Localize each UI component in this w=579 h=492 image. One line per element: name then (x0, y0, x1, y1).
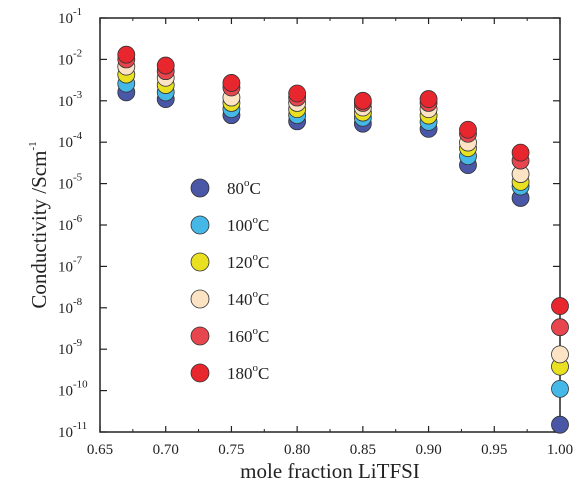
legend-unit: C (258, 253, 269, 272)
legend-value: 180 (227, 364, 253, 383)
legend-label-100: 100oC (227, 214, 269, 235)
degree-symbol: o (253, 251, 259, 263)
y-tick-label: 10-1 (58, 6, 82, 27)
y-tick-base: 10 (58, 52, 73, 68)
data-point-180 (459, 120, 477, 139)
y-tick-exponent: -5 (73, 172, 83, 184)
y-tick-label: 10-9 (58, 337, 83, 358)
y-tick-label: 10-7 (58, 254, 83, 275)
x-tick-label: 1.00 (547, 442, 573, 458)
data-point-180 (419, 90, 438, 108)
degree-symbol: o (253, 214, 259, 226)
y-tick-base: 10 (58, 384, 73, 400)
y-tick-exponent: -3 (73, 89, 83, 101)
legend-value: 120 (227, 253, 253, 272)
x-tick-label: 0.90 (415, 442, 441, 458)
y-tick-exponent: -4 (73, 130, 83, 142)
data-point-80 (551, 415, 569, 434)
y-tick-exponent: -8 (73, 296, 83, 308)
legend-marker-120 (190, 252, 210, 272)
legend-value: 140 (227, 290, 253, 309)
data-point-180 (156, 56, 175, 75)
y-axis-title: Conductivity /Scm-1 (27, 141, 51, 308)
legend-unit: C (258, 290, 269, 309)
x-tick-label: 0.85 (350, 442, 376, 458)
legend-value: 80 (227, 179, 244, 198)
x-tick-label: 0.70 (153, 442, 179, 458)
legend-value: 100 (227, 216, 253, 235)
x-tick-label: 0.95 (481, 442, 507, 458)
legend-label-160: 160oC (227, 325, 269, 346)
legend-unit: C (258, 327, 269, 346)
x-axis-title: mole fraction LiTFSI (240, 459, 420, 483)
legend-unit: C (250, 179, 261, 198)
y-tick-exponent: -1 (73, 6, 82, 18)
y-tick-base: 10 (58, 94, 73, 110)
data-point-180 (288, 84, 307, 103)
legend-marker-80 (190, 178, 210, 198)
data-point-180 (353, 91, 372, 110)
data-point-140 (551, 345, 569, 364)
degree-symbol: o (253, 362, 259, 374)
data-point-180 (222, 74, 241, 92)
degree-symbol: o (244, 177, 250, 189)
y-tick-label: 10-6 (58, 213, 83, 234)
degree-symbol: o (253, 288, 259, 300)
y-tick-exponent: -11 (73, 420, 87, 432)
legend-label-140: 140oC (227, 288, 269, 309)
degree-symbol: o (253, 325, 259, 337)
x-axis: 0.65 0.70 0.75 0.80 0.85 0.90 0.95 1.00 (87, 18, 573, 458)
data-point-160 (551, 318, 569, 337)
y-tick-exponent: -7 (73, 254, 83, 266)
y-axis-title-text: Conductivity /Scm (27, 151, 51, 309)
legend-label-120: 120oC (227, 251, 269, 272)
y-tick-base: 10 (58, 259, 73, 275)
legend-value: 160 (227, 327, 253, 346)
y-tick-base: 10 (58, 135, 73, 151)
y-tick-label: 10-11 (58, 420, 87, 441)
legend-marker-180 (190, 363, 210, 383)
data-points (117, 45, 569, 434)
legend-unit: C (258, 216, 269, 235)
x-tick-label: 0.75 (218, 442, 244, 458)
legend-marker-100 (190, 215, 210, 235)
legend-label-80: 80oC (227, 177, 261, 198)
y-axis: 10-1110-1010-910-810-710-610-510-410-310… (58, 6, 560, 441)
y-tick-label: 10-10 (58, 379, 88, 400)
y-tick-label: 10-2 (58, 47, 82, 68)
data-point-180 (117, 45, 136, 64)
y-tick-exponent: -10 (73, 379, 88, 391)
data-point-180 (511, 143, 530, 162)
y-tick-base: 10 (58, 177, 73, 193)
legend-unit: C (258, 364, 269, 383)
y-tick-exponent: -9 (73, 337, 83, 349)
y-tick-exponent: -2 (73, 47, 82, 59)
data-point-100 (551, 379, 569, 398)
y-tick-base: 10 (58, 425, 73, 441)
x-tick-label: 0.80 (284, 442, 310, 458)
y-tick-base: 10 (58, 301, 73, 317)
legend-marker-140 (190, 289, 210, 309)
y-tick-label: 10-3 (58, 89, 83, 110)
y-axis-title-exponent: -1 (27, 141, 39, 150)
data-point-180 (551, 297, 569, 315)
y-tick-base: 10 (58, 218, 73, 234)
y-tick-label: 10-8 (58, 296, 83, 317)
y-tick-base: 10 (58, 11, 73, 27)
x-tick-label: 0.65 (87, 442, 113, 458)
y-tick-exponent: -6 (73, 213, 83, 225)
legend-marker-160 (190, 326, 210, 346)
legend-label-180: 180oC (227, 362, 269, 383)
y-tick-base: 10 (58, 342, 73, 358)
y-tick-label: 10-4 (58, 130, 83, 151)
y-tick-label: 10-5 (58, 172, 83, 193)
